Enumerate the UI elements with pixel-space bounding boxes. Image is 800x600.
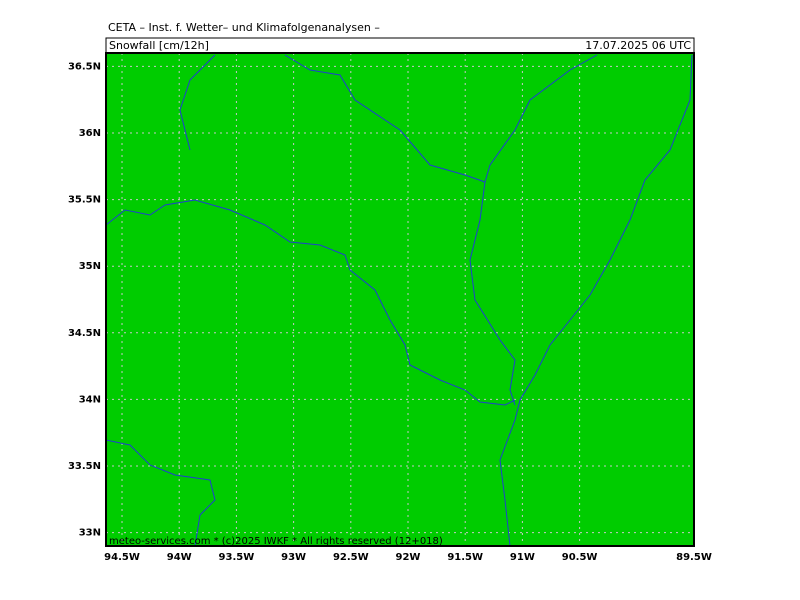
rivers (105, 54, 693, 547)
lon-tick-label: 91W (510, 552, 535, 563)
map-area (106, 53, 694, 546)
lat-tick-label: 35N (79, 261, 101, 272)
map-frame (105, 52, 695, 547)
variable-label: Snowfall [cm/12h] (109, 39, 209, 52)
lat-tick-label: 34N (79, 394, 101, 405)
lon-tick-label: 93W (281, 552, 306, 563)
lat-tick-label: 33.5N (68, 461, 101, 472)
lon-tick-label: 93.5W (219, 552, 255, 563)
lon-tick-label: 89.5W (676, 552, 712, 563)
lon-tick-label: 90.5W (562, 552, 598, 563)
lat-tick-label: 36N (79, 128, 101, 139)
river (499, 54, 693, 547)
lon-tick-label: 91.5W (447, 552, 483, 563)
lon-tick-label: 92.5W (333, 552, 369, 563)
title: CETA – Inst. f. Wetter– und Klimafolgena… (108, 21, 380, 34)
lon-tick-label: 94W (167, 552, 192, 563)
lat-tick-label: 33N (79, 528, 101, 539)
lon-tick-label: 94.5W (104, 552, 140, 563)
lon-tick-label: 92W (396, 552, 421, 563)
river (484, 54, 598, 183)
lat-tick-label: 35.5N (68, 195, 101, 206)
valid-time: 17.07.2025 06 UTC (585, 39, 691, 52)
river (105, 199, 516, 406)
river (105, 439, 216, 547)
footer-credit: meteo-services.com * (c)2025 IWKF * All … (109, 536, 443, 547)
lat-tick-label: 34.5N (68, 328, 101, 339)
river (179, 54, 216, 151)
lat-tick-label: 36.5N (68, 61, 101, 72)
